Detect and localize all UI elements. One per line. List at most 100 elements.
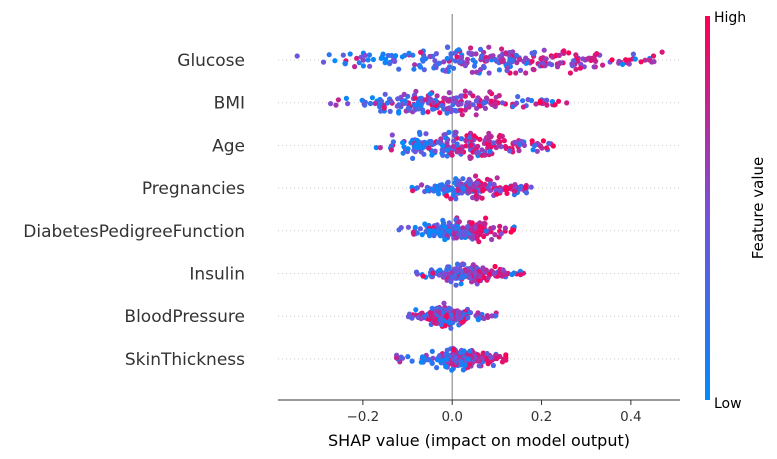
shap-point — [509, 57, 516, 63]
shap-point — [458, 281, 464, 287]
shap-point — [409, 358, 415, 364]
shap-point — [453, 225, 459, 232]
shap-point — [491, 181, 497, 188]
feature-row-points — [328, 88, 570, 118]
shap-point — [444, 266, 450, 272]
shap-point — [412, 62, 418, 68]
shap-point — [476, 277, 482, 283]
shap-point — [429, 348, 435, 354]
shap-point — [449, 367, 455, 373]
shap-point — [592, 57, 598, 63]
shap-point — [430, 100, 437, 106]
shap-point — [389, 132, 395, 138]
shap-point — [333, 102, 339, 108]
shap-point — [486, 137, 492, 143]
shap-point — [448, 312, 454, 318]
shap-point — [577, 65, 584, 71]
shap-point — [473, 98, 479, 104]
shap-point — [473, 112, 479, 118]
shap-point — [502, 225, 508, 231]
shap-point — [479, 195, 485, 201]
shap-point — [430, 270, 436, 276]
shap-point — [511, 270, 517, 276]
shap-point — [458, 268, 465, 274]
shap-point — [435, 139, 441, 145]
shap-point — [417, 131, 423, 137]
x-tick-label: 0.0 — [441, 409, 462, 425]
shap-point — [413, 269, 420, 275]
shap-point — [426, 145, 432, 151]
shap-point — [343, 95, 349, 101]
shap-point — [441, 317, 447, 323]
shap-point — [534, 148, 540, 154]
shap-point — [445, 179, 451, 185]
shap-point — [421, 67, 427, 73]
shap-point — [544, 145, 550, 151]
shap-point — [425, 109, 431, 115]
shap-point — [523, 190, 530, 196]
shap-point — [332, 58, 338, 64]
shap-point — [411, 66, 417, 72]
shap-point — [556, 60, 563, 66]
shap-point — [454, 141, 460, 147]
shap-point — [499, 100, 505, 106]
shap-point — [489, 313, 495, 319]
shap-point — [528, 184, 534, 190]
shap-point — [501, 138, 507, 144]
shap-point — [530, 66, 536, 72]
shap-point — [532, 143, 538, 149]
shap-point — [320, 59, 327, 65]
shap-point — [452, 129, 459, 135]
shap-point — [328, 101, 334, 107]
shap-point — [443, 135, 449, 141]
shap-point — [475, 310, 481, 316]
shap-point — [578, 61, 584, 67]
shap-point — [451, 273, 457, 279]
shap-point — [623, 57, 629, 63]
shap-point — [424, 357, 431, 363]
shap-point — [401, 91, 407, 97]
colorbar-high-label: High — [714, 10, 746, 26]
shap-point — [483, 267, 489, 273]
shap-point — [370, 56, 376, 63]
shap-point — [410, 155, 416, 161]
shap-point — [470, 234, 476, 240]
shap-point — [431, 233, 437, 239]
shap-point — [448, 196, 454, 202]
shap-point — [659, 49, 665, 55]
feature-label: DiabetesPedigreeFunction — [23, 222, 245, 242]
shap-point — [410, 188, 416, 194]
shap-point — [499, 46, 505, 52]
shap-point — [481, 275, 487, 281]
shap-point — [501, 356, 507, 362]
shap-point — [485, 361, 491, 367]
shap-point — [484, 313, 490, 319]
shap-point — [444, 312, 450, 318]
shap-point — [474, 235, 480, 241]
shap-point — [520, 104, 527, 110]
shap-point — [489, 236, 495, 243]
shap-point — [482, 105, 488, 111]
shap-point — [436, 60, 443, 66]
feature-row-points — [409, 173, 534, 202]
shap-point — [471, 184, 477, 190]
shap-point — [466, 104, 472, 110]
shap-point — [446, 228, 452, 234]
shap-point — [591, 64, 597, 70]
colorbar-low-label: Low — [714, 396, 742, 412]
shap-point — [441, 300, 447, 306]
shap-point — [502, 143, 508, 150]
shap-point — [432, 58, 438, 64]
shap-point — [443, 356, 450, 362]
shap-point — [600, 62, 606, 68]
shap-point — [460, 186, 466, 192]
shap-point — [480, 188, 486, 194]
shap-point — [444, 347, 450, 353]
feature-label: SkinThickness — [125, 350, 245, 370]
shap-point — [425, 187, 431, 194]
shap-point — [533, 101, 539, 107]
shap-point — [400, 140, 406, 146]
shap-point — [412, 95, 418, 101]
shap-point — [496, 67, 502, 73]
shap-point — [453, 196, 459, 202]
